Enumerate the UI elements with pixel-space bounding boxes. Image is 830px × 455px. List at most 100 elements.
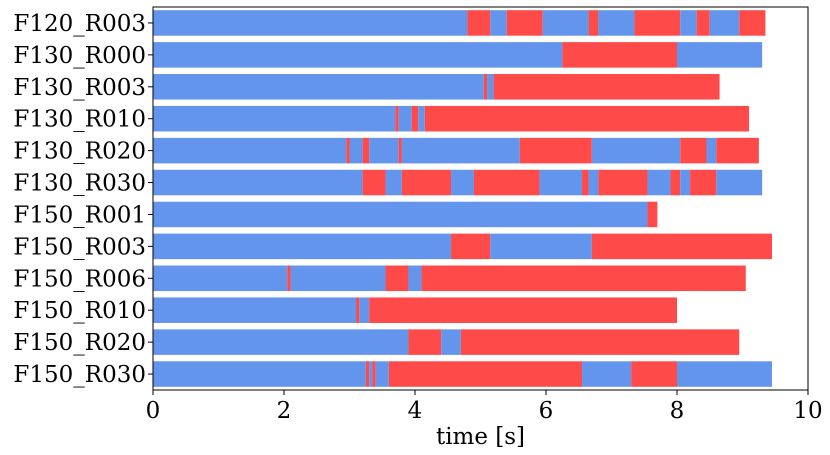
bar-segment <box>375 361 389 387</box>
category-label: F150_R020 <box>13 330 146 356</box>
row-F150_R010 <box>153 297 677 323</box>
bar-segment <box>677 42 763 68</box>
row-F150_R020 <box>153 329 740 355</box>
category-label: F150_R006 <box>13 266 146 292</box>
bar-segment <box>451 233 491 260</box>
bar-segment <box>356 297 360 323</box>
bar-segment <box>451 169 474 196</box>
bar-segment <box>591 137 681 164</box>
bar-segment <box>372 361 376 387</box>
bar-segment <box>591 233 772 260</box>
bar-segment <box>460 329 740 355</box>
bar-segment <box>467 10 491 36</box>
bar-segment <box>441 329 461 355</box>
bar-segment <box>287 265 291 292</box>
bar-segment <box>421 265 746 292</box>
bar-segment <box>490 233 592 260</box>
category-label: F150_R003 <box>13 234 146 260</box>
bar-segment <box>690 169 717 196</box>
bar-segment <box>519 137 592 164</box>
bar-segment <box>411 105 419 132</box>
bar-segment <box>631 361 677 387</box>
category-label: F150_R010 <box>13 298 146 324</box>
bar-segment <box>398 137 402 164</box>
x-tick-label: 4 <box>408 398 423 424</box>
category-label: F130_R003 <box>13 75 146 101</box>
bar-segment <box>388 361 583 387</box>
bar-segment <box>677 361 772 387</box>
bar-segment <box>680 10 697 36</box>
row-F150_R006 <box>153 265 746 292</box>
bar-segment <box>401 169 452 196</box>
bar-segment <box>706 137 717 164</box>
bar-segment <box>634 10 681 36</box>
category-label: F150_R001 <box>13 202 146 228</box>
x-tick-label: 6 <box>539 398 554 424</box>
bar-segment <box>483 74 488 100</box>
category-label: F150_R030 <box>13 362 146 388</box>
bar-segment <box>490 10 507 36</box>
bar-segment <box>369 297 677 323</box>
bar-segment <box>385 169 402 196</box>
bar-segment <box>153 105 396 132</box>
category-label: F130_R020 <box>13 139 146 165</box>
x-axis-title: time [s] <box>436 424 525 450</box>
plot-frame <box>152 6 809 391</box>
row-F130_R003 <box>153 74 720 100</box>
x-tick-label: 2 <box>277 398 292 424</box>
bar-segment <box>153 137 347 164</box>
bar-segment <box>588 10 599 36</box>
bar-segment <box>362 137 370 164</box>
row-F130_R030 <box>153 169 763 196</box>
bar-segment <box>562 42 677 68</box>
bar-segment <box>385 265 409 292</box>
bar-segment <box>153 201 648 228</box>
bar-segment <box>359 297 370 323</box>
row-F120_R003 <box>153 10 766 36</box>
bar-segment <box>401 137 520 164</box>
bar-segment <box>473 169 540 196</box>
bar-segment <box>716 169 763 196</box>
bar-segment <box>153 361 366 387</box>
row-F130_R000 <box>153 42 763 68</box>
bar-segment <box>369 361 373 387</box>
x-axis-ticks: 0 2 4 6 8 10 <box>146 390 823 424</box>
bar-segment <box>408 329 442 355</box>
category-label: F130_R010 <box>13 107 146 133</box>
bar-segment <box>153 233 452 260</box>
bar-segments <box>153 10 772 387</box>
bar-segment <box>716 137 759 164</box>
bar-segment <box>369 137 399 164</box>
bar-segment <box>739 10 766 36</box>
bar-segment <box>582 361 632 387</box>
bar-segment <box>290 265 386 292</box>
bar-segment <box>506 10 543 36</box>
bar-segment <box>680 169 691 196</box>
bar-segment <box>395 105 399 132</box>
bar-segment <box>493 74 720 100</box>
bar-segment <box>542 10 589 36</box>
bar-segment <box>647 169 671 196</box>
bar-segment <box>647 201 658 228</box>
x-tick-label: 8 <box>670 398 685 424</box>
bar-segment <box>153 265 288 292</box>
bar-segment <box>539 169 583 196</box>
category-labels: F120_R003 F130_R000 F130_R003 F130_R010 F130… <box>13 11 153 388</box>
bar-segment <box>680 137 707 164</box>
bar-segment <box>349 137 363 164</box>
row-F150_R030 <box>153 361 772 387</box>
bar-segment <box>418 105 425 132</box>
bar-segment <box>709 10 740 36</box>
bar-segment <box>398 105 412 132</box>
bar-segment <box>696 10 710 36</box>
category-label: F130_R030 <box>13 171 146 197</box>
row-F130_R010 <box>153 105 750 132</box>
bar-segment <box>153 169 363 196</box>
bar-segment <box>598 10 635 36</box>
bar-segment <box>153 74 484 100</box>
bar-segment <box>408 265 422 292</box>
bar-segment <box>153 42 563 68</box>
category-label: F130_R000 <box>13 43 146 69</box>
x-tick-label: 10 <box>793 398 822 424</box>
